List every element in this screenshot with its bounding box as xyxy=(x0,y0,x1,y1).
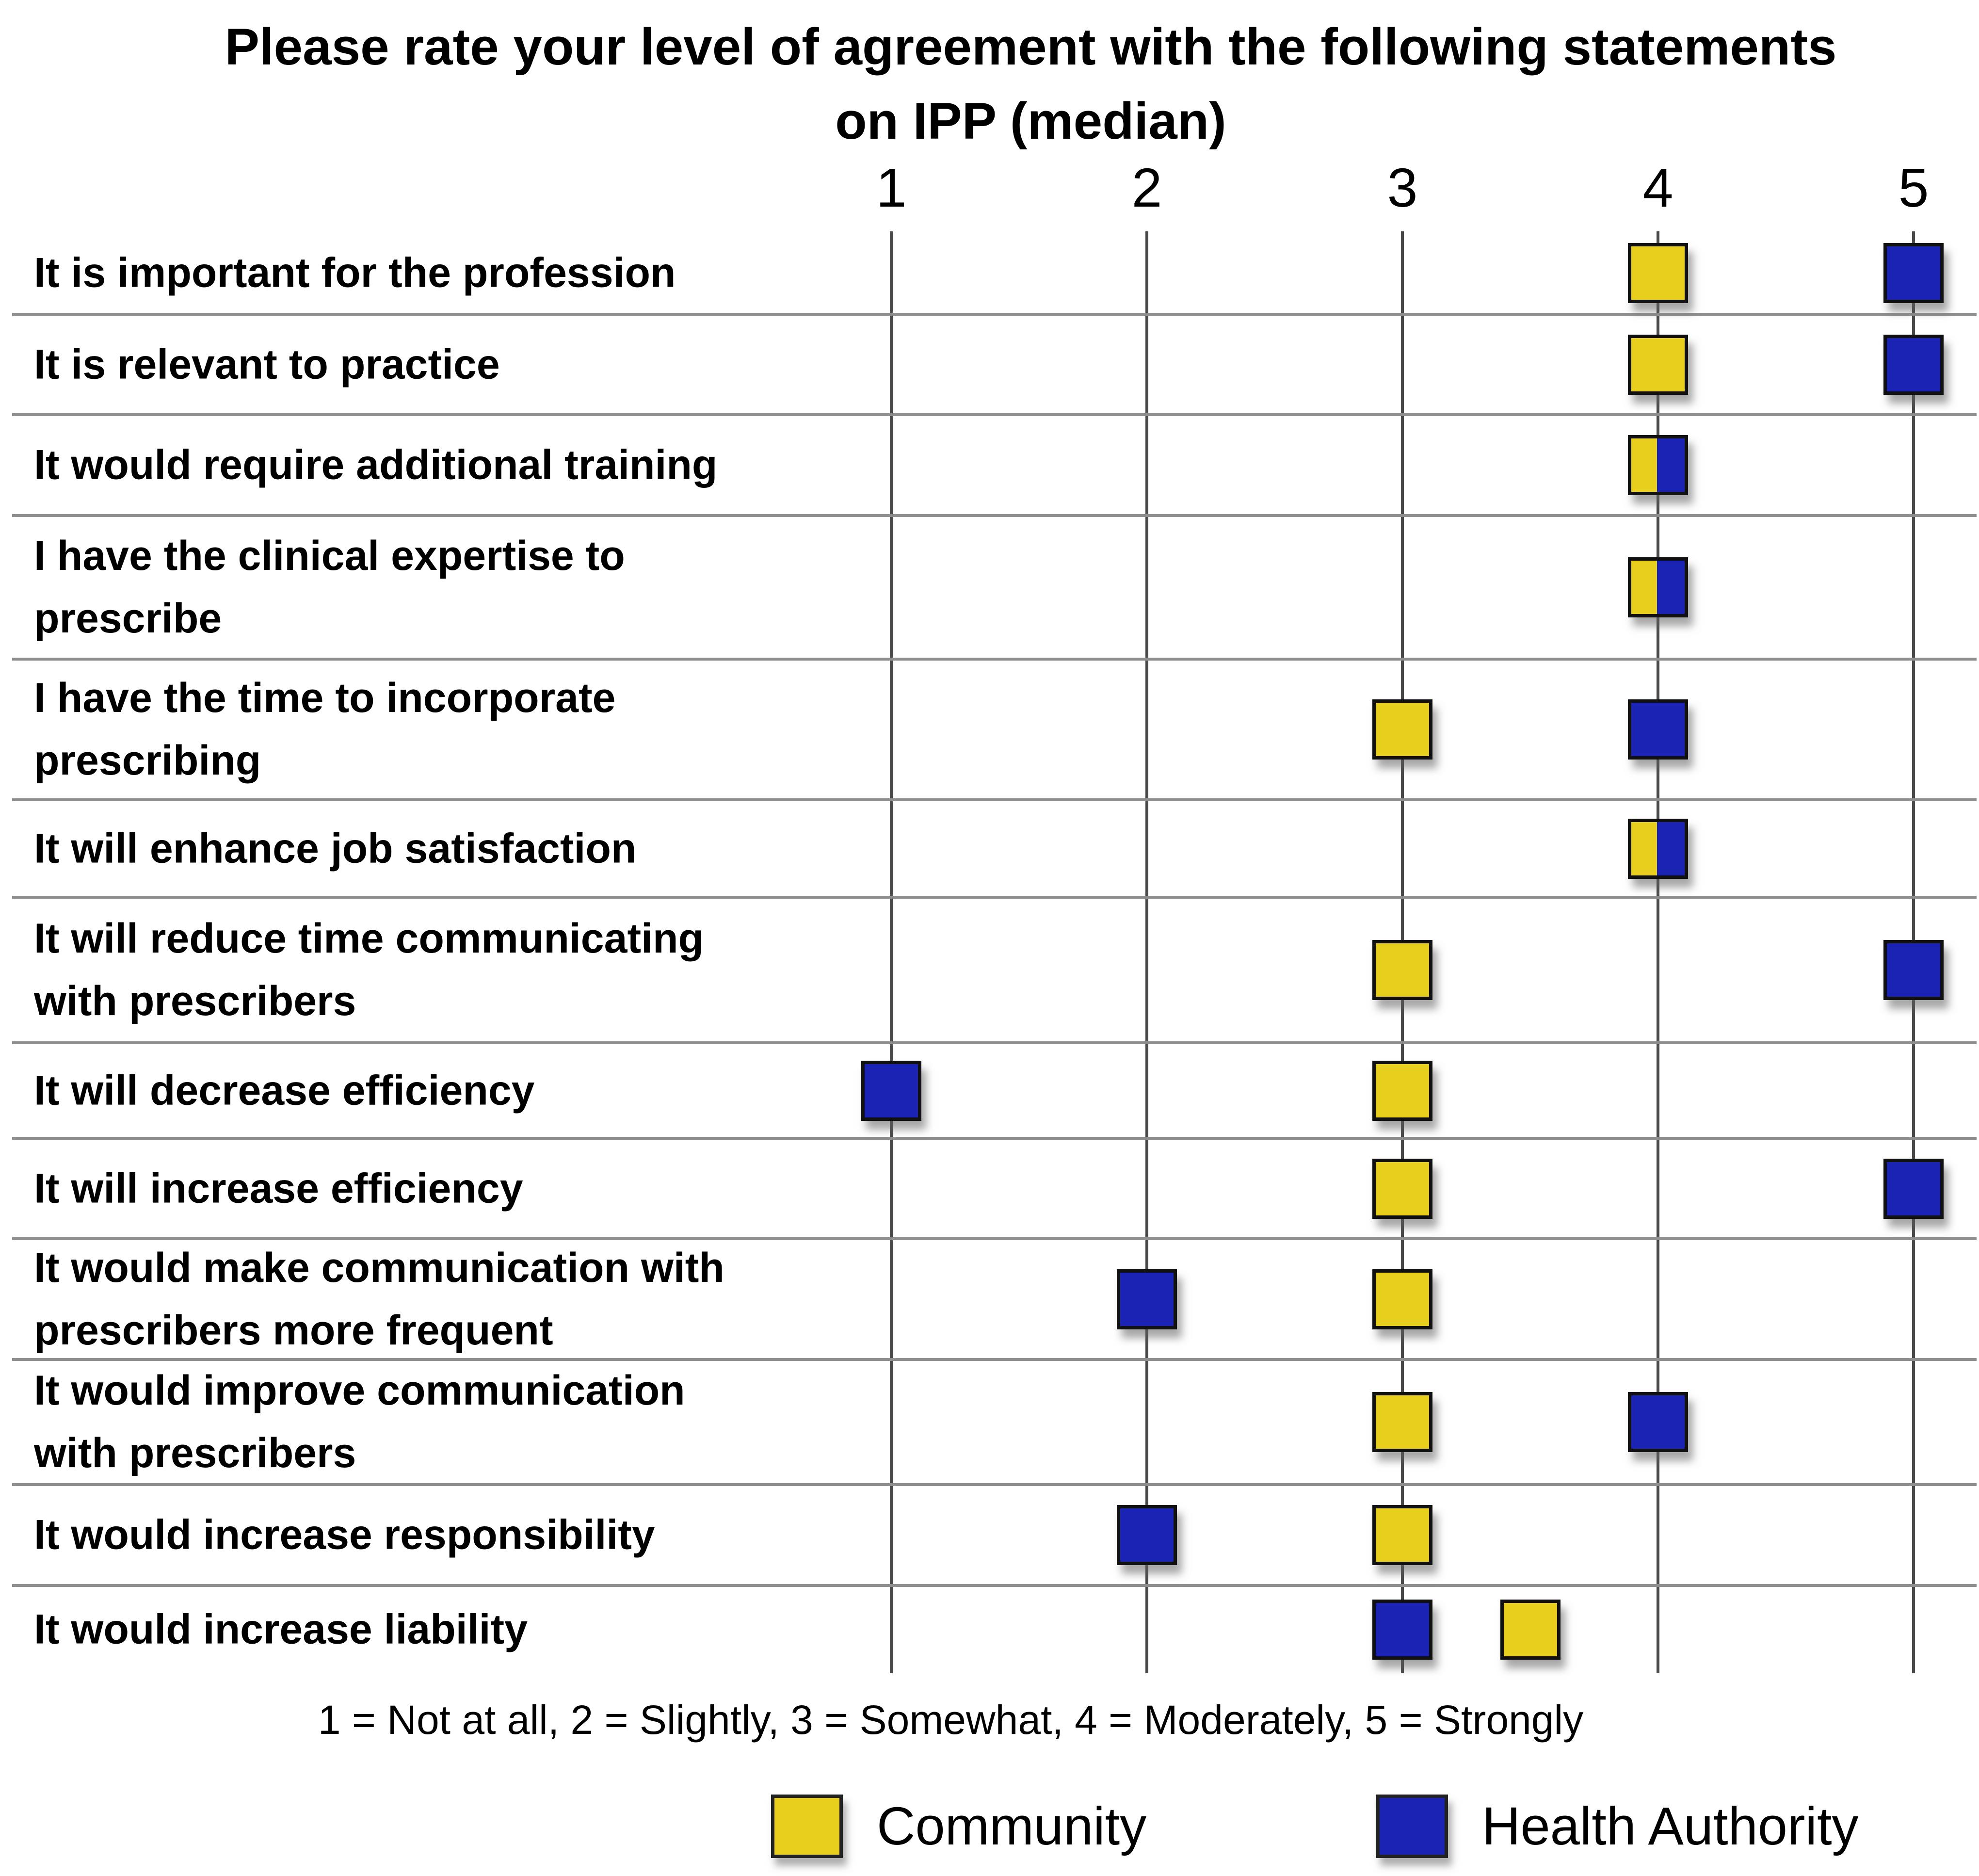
marker-overlap-community-health-authority xyxy=(1628,818,1688,879)
row-label-line: It would make communication with xyxy=(34,1244,724,1291)
marker-health-authority xyxy=(1117,1269,1177,1329)
row-label-line: It will decrease efficiency xyxy=(34,1067,535,1114)
row-label-line: prescribers more frequent xyxy=(34,1307,553,1354)
row-label-line: It is relevant to practice xyxy=(34,341,500,388)
row-separator xyxy=(12,313,1977,316)
marker-health-authority xyxy=(1117,1505,1177,1565)
row-label: It would increase responsibility xyxy=(34,1504,858,1567)
marker-health-authority xyxy=(1372,1599,1432,1660)
row-separator xyxy=(12,514,1977,517)
row-separator xyxy=(12,1358,1977,1361)
axis-tick-1: 1 xyxy=(876,157,907,218)
row-separator xyxy=(12,1137,1977,1140)
row-label: It would improve communication with presc… xyxy=(34,1359,858,1485)
row-separator xyxy=(12,896,1977,899)
row-separator xyxy=(12,413,1977,416)
marker-health-authority xyxy=(1883,940,1944,1000)
row-label-line: I have the clinical expertise to xyxy=(34,533,625,579)
marker-health-authority xyxy=(1628,1392,1688,1452)
row-label-line: It will increase efficiency xyxy=(34,1165,523,1212)
marker-overlap-community-health-authority xyxy=(1628,557,1688,617)
scale-caption: 1 = Not at all, 2 = Slightly, 3 = Somewh… xyxy=(318,1697,1584,1743)
marker-health-authority xyxy=(1883,1158,1944,1219)
chart-title-line2: on IPP (median) xyxy=(835,92,1226,150)
row-separator xyxy=(12,1584,1977,1587)
row-label: It will decrease efficiency xyxy=(34,1059,858,1122)
row-label: It will increase efficiency xyxy=(34,1157,858,1220)
legend-item-community: Community xyxy=(771,1795,1146,1858)
row-separator xyxy=(12,1237,1977,1240)
row-label-line: It would improve communication xyxy=(34,1367,685,1414)
marker-community xyxy=(1372,1060,1432,1121)
health-authority-swatch-icon xyxy=(1376,1795,1448,1858)
row-label: It would require additional training xyxy=(34,434,858,497)
row-separator xyxy=(12,1041,1977,1044)
legend-label-health-authority: Health Authority xyxy=(1482,1796,1859,1856)
row-separator xyxy=(12,1483,1977,1486)
marker-community xyxy=(1372,699,1432,760)
row-label-line: It will enhance job satisfaction xyxy=(34,825,637,872)
chart-title-line1: Please rate your level of agreement with… xyxy=(225,17,1837,76)
row-label: I have the clinical expertise to prescrib… xyxy=(34,525,858,650)
marker-community xyxy=(1372,1505,1432,1565)
marker-health-authority xyxy=(1883,243,1944,303)
marker-community xyxy=(1372,1158,1432,1219)
row-label: I have the time to incorporate prescribin… xyxy=(34,667,858,792)
row-label-line: It would increase responsibility xyxy=(34,1511,655,1558)
row-label-line: with prescribers xyxy=(34,978,356,1024)
row-label: It will reduce time communicating with pr… xyxy=(34,907,858,1033)
axis-tick-2: 2 xyxy=(1131,157,1162,218)
row-label-line: I have the time to incorporate xyxy=(34,675,616,721)
row-label-line: It would require additional training xyxy=(34,441,718,488)
marker-community xyxy=(1628,334,1688,395)
row-label-line: It is important for the profession xyxy=(34,249,676,296)
marker-community xyxy=(1372,1392,1432,1452)
gridline-2 xyxy=(1145,231,1148,1673)
gridline-4 xyxy=(1657,231,1659,1673)
row-label: It is relevant to practice xyxy=(34,333,858,396)
row-separator xyxy=(12,658,1977,661)
gridline-1 xyxy=(890,231,893,1673)
row-label: It would make communication with prescrib… xyxy=(34,1237,858,1362)
row-label: It would increase liability xyxy=(34,1598,858,1661)
row-label-line: with prescribers xyxy=(34,1430,356,1476)
legend-label-community: Community xyxy=(877,1796,1147,1856)
axis-tick-4: 4 xyxy=(1642,157,1673,218)
chart-title: Please rate your level of agreement with… xyxy=(0,10,1979,158)
marker-health-authority xyxy=(861,1060,921,1121)
community-swatch-icon xyxy=(771,1795,843,1858)
marker-health-authority xyxy=(1628,699,1688,760)
legend-item-health-authority: Health Authority xyxy=(1376,1795,1859,1858)
marker-community xyxy=(1372,940,1432,1000)
axis-tick-5: 5 xyxy=(1898,157,1929,218)
marker-community xyxy=(1500,1599,1561,1660)
marker-health-authority xyxy=(1883,334,1944,395)
row-label: It is important for the profession xyxy=(34,242,858,304)
axis-tick-3: 3 xyxy=(1387,157,1418,218)
row-label: It will enhance job satisfaction xyxy=(34,817,858,880)
marker-community xyxy=(1628,243,1688,303)
row-label-line: It would increase liability xyxy=(34,1606,528,1652)
row-label-line: It will reduce time communicating xyxy=(34,915,704,962)
row-separator xyxy=(12,798,1977,801)
row-label-line: prescribe xyxy=(34,595,222,642)
marker-community xyxy=(1372,1269,1432,1329)
marker-overlap-community-health-authority xyxy=(1628,435,1688,495)
row-label-line: prescribing xyxy=(34,737,261,784)
